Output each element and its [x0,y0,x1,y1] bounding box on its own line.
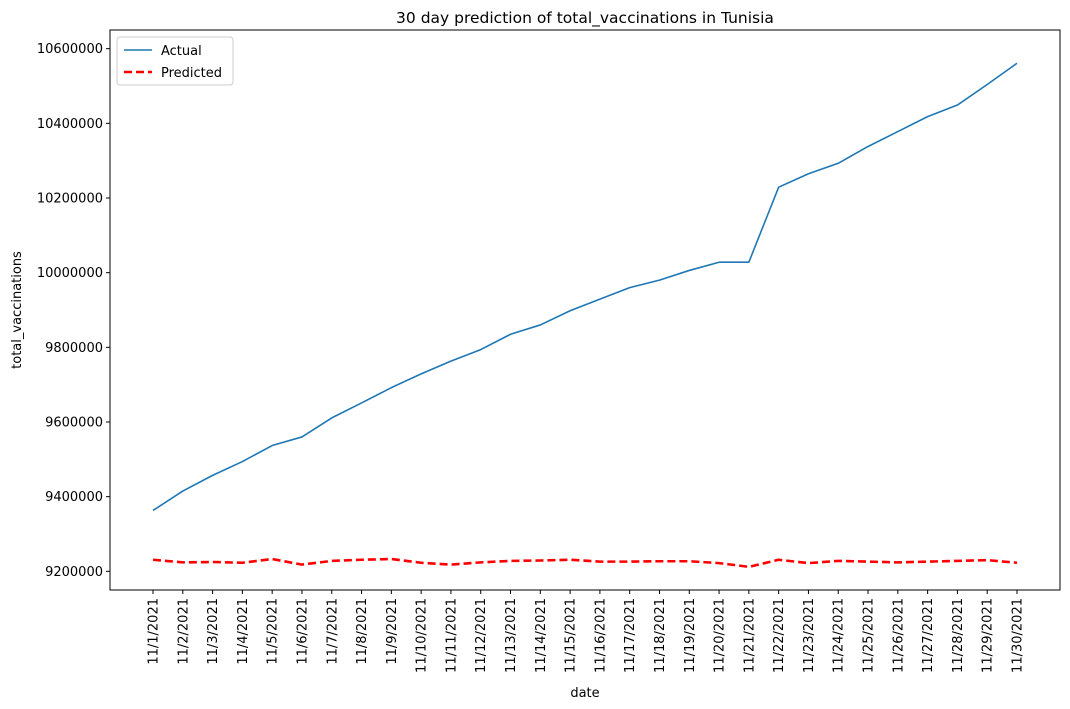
x-tick-label: 11/16/2021 [593,598,608,673]
x-tick-label: 11/19/2021 [683,598,698,673]
x-tick-label: 11/28/2021 [951,598,966,673]
y-tick-label: 9600000 [45,416,103,431]
x-tick-label: 11/13/2021 [504,598,519,673]
series-line-actual [152,62,1018,512]
y-tick-label: 10600000 [37,42,103,57]
x-tick-label: 11/27/2021 [921,598,936,673]
x-tick-label: 11/17/2021 [623,598,638,673]
x-tick-label: 11/10/2021 [415,598,430,673]
x-tick-label: 11/24/2021 [832,598,847,673]
series-line-predicted [152,557,1018,569]
y-tick-label: 10400000 [37,117,103,132]
x-tick-label: 11/29/2021 [981,598,996,673]
y-axis: 9200000 9400000 9600000 9800000 10000000 1020… [37,42,110,580]
x-tick-label: 11/30/2021 [1011,598,1026,673]
x-axis-label: date [570,686,599,701]
y-tick-label: 9400000 [45,490,103,505]
x-axis: 11/1/2021 11/2/2021 11/3/2021 11/4/2021 11/5… [147,590,1026,673]
x-tick-label: 11/5/2021 [266,598,281,665]
x-tick-label: 11/26/2021 [891,598,906,673]
x-tick-label: 11/21/2021 [742,598,757,673]
x-tick-label: 11/2/2021 [176,598,191,665]
y-tick-label: 9800000 [45,341,103,356]
x-tick-label: 11/1/2021 [147,598,162,665]
x-tick-label: 11/14/2021 [534,598,549,673]
chart-title: 30 day prediction of total_vaccinations … [396,9,774,28]
x-tick-label: 11/23/2021 [802,598,817,673]
x-tick-label: 11/3/2021 [206,598,221,665]
x-tick-label: 11/12/2021 [474,598,489,673]
y-axis-label: total_vaccinations [10,251,25,369]
x-tick-label: 11/18/2021 [653,598,668,673]
y-tick-label: 10000000 [37,266,103,281]
x-tick-label: 11/25/2021 [862,598,877,673]
y-tick-label: 9200000 [45,565,103,580]
x-tick-label: 11/15/2021 [564,598,579,673]
x-tick-label: 11/8/2021 [355,598,370,665]
x-tick-label: 11/11/2021 [444,598,459,673]
legend-label-actual: Actual [161,44,202,59]
x-tick-label: 11/7/2021 [325,598,340,665]
x-tick-label: 11/9/2021 [385,598,400,665]
x-tick-label: 11/22/2021 [772,598,787,673]
legend: Actual Predicted [116,36,234,86]
legend-label-predicted: Predicted [161,66,222,81]
x-tick-label: 11/20/2021 [713,598,728,673]
x-tick-label: 11/4/2021 [236,598,251,665]
x-tick-label: 11/6/2021 [295,598,310,665]
plot-frame [109,29,1061,591]
plot-lines [152,62,1018,569]
y-tick-label: 10200000 [37,192,103,207]
legend-frame [116,36,234,86]
